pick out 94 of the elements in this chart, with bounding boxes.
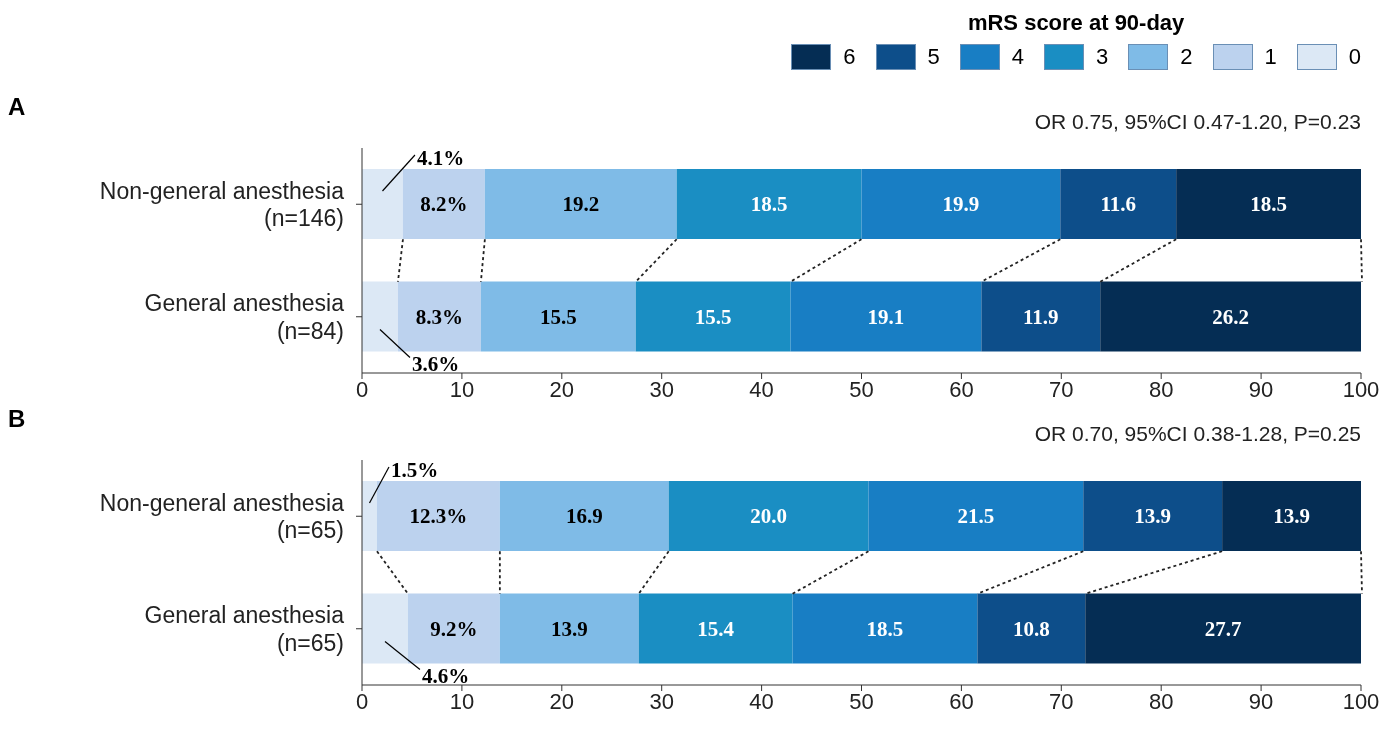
bar [1060, 169, 1177, 239]
bar [635, 281, 791, 352]
bar [981, 281, 1101, 352]
x-tick-label: 50 [849, 688, 874, 714]
data-label: 19.9 [942, 192, 980, 217]
legend-label: 2 [1180, 44, 1193, 70]
data-label: 8.2% [420, 192, 468, 217]
x-tick-label: 80 [1148, 376, 1174, 402]
data-label: 1.5% [390, 458, 439, 482]
bar [376, 481, 500, 551]
bar [668, 481, 869, 551]
x-tick-label: 50 [849, 376, 874, 402]
data-label: 12.3% [409, 504, 468, 529]
data-label: 16.9 [565, 504, 603, 529]
bar [362, 481, 377, 551]
data-label: 15.4 [697, 616, 735, 641]
bar [362, 593, 408, 664]
bar [480, 281, 636, 352]
x-tick-label: 40 [749, 688, 774, 714]
data-label: 19.1 [867, 304, 905, 329]
bar [977, 593, 1086, 664]
x-tick-label: 80 [1148, 688, 1174, 714]
x-tick-label: 70 [1049, 688, 1074, 714]
x-tick-label: 100 [1342, 376, 1380, 402]
bar [362, 169, 403, 239]
bar [397, 281, 481, 352]
bar [402, 169, 485, 239]
x-tick-label: 70 [1049, 376, 1074, 402]
bar [362, 281, 398, 352]
data-label: 13.9 [1273, 504, 1310, 529]
legend-label: 3 [1096, 44, 1109, 70]
text: B [8, 405, 26, 433]
data-label: 21.5 [957, 504, 995, 529]
x-tick-label: 100 [1342, 688, 1380, 714]
legend-label: 1 [1264, 44, 1277, 70]
x-tick-label: 30 [649, 376, 674, 402]
bar [499, 593, 639, 664]
y-tick-label: Non-general anesthesia (n=65) [99, 489, 345, 544]
x-tick-label: 90 [1248, 688, 1274, 714]
bar [676, 169, 862, 239]
legend-label: 5 [927, 44, 940, 70]
bar [499, 481, 669, 551]
bar [407, 593, 500, 664]
bar [484, 169, 677, 239]
data-label: 18.5 [866, 616, 904, 641]
data-label: 15.5 [694, 304, 732, 329]
data-label: 20.0 [750, 504, 787, 529]
bar [1085, 593, 1361, 664]
x-tick-label: 10 [449, 376, 475, 402]
data-label: 18.5 [750, 192, 788, 217]
x-tick-label: 0 [355, 376, 369, 402]
bar [1222, 481, 1361, 551]
y-tick-label: General anesthesia (n=65) [144, 602, 345, 656]
x-tick-label: 0 [355, 688, 369, 714]
data-label: 10.8 [1012, 616, 1050, 641]
text: A [8, 93, 26, 121]
x-tick-label: 30 [649, 688, 674, 714]
bar [638, 593, 793, 664]
data-label: 11.6 [1100, 192, 1137, 217]
data-label: 27.7 [1204, 616, 1242, 641]
text: OR 0.70, 95%CI 0.38-1.28, P=0.25 [1034, 422, 1361, 446]
bar [792, 593, 978, 664]
data-label: 4.6% [421, 663, 470, 688]
legend-label: 4 [1011, 44, 1024, 70]
y-tick-label: General anesthesia (n=84) [144, 290, 345, 344]
data-label: 13.9 [550, 616, 588, 641]
text: OR 0.75, 95%CI 0.47-1.20, P=0.23 [1034, 110, 1361, 134]
bar [790, 281, 982, 352]
x-tick-label: 20 [549, 688, 575, 714]
data-label: 19.2 [562, 192, 600, 217]
data-label: 26.2 [1212, 304, 1250, 329]
data-label: 9.2% [430, 616, 478, 641]
bar [868, 481, 1084, 551]
legend-title: mRS score at 90-day [967, 10, 1185, 36]
data-label: 3.6% [411, 351, 460, 376]
data-label: 4.1% [416, 146, 465, 170]
x-tick-label: 10 [449, 688, 475, 714]
bar [1176, 169, 1361, 239]
legend-label: 6 [843, 44, 856, 70]
x-tick-label: 40 [749, 376, 774, 402]
x-tick-label: 60 [949, 688, 974, 714]
x-tick-label: 20 [549, 376, 575, 402]
x-tick-label: 60 [949, 376, 974, 402]
bar [861, 169, 1061, 239]
x-tick-label: 90 [1248, 376, 1274, 402]
data-label: 8.3% [415, 304, 464, 329]
legend-label: 0 [1348, 44, 1361, 70]
bar [1083, 481, 1223, 551]
data-label: 11.9 [1023, 304, 1059, 329]
data-label: 15.5 [539, 304, 577, 329]
data-label: 18.5 [1250, 192, 1287, 217]
bar [1100, 281, 1361, 352]
data-label: 13.9 [1134, 504, 1172, 529]
y-tick-label: Non-general anesthesia (n=146) [99, 177, 345, 232]
